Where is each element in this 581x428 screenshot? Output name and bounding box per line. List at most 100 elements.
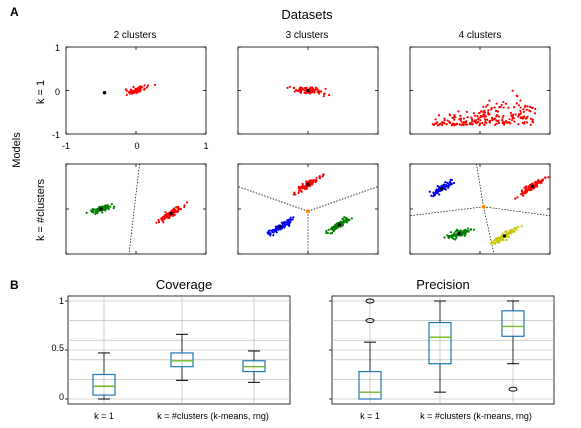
data-point bbox=[322, 173, 325, 176]
data-point bbox=[146, 86, 149, 89]
data-point bbox=[350, 217, 353, 220]
data-point bbox=[434, 192, 437, 195]
data-point bbox=[497, 121, 501, 125]
data-point bbox=[448, 180, 451, 183]
centroid bbox=[481, 204, 486, 209]
data-point bbox=[534, 180, 538, 183]
data-point bbox=[325, 229, 328, 233]
data-point bbox=[309, 182, 312, 185]
data-point bbox=[331, 227, 334, 231]
data-point bbox=[509, 229, 512, 232]
data-point bbox=[303, 187, 307, 191]
data-point bbox=[469, 228, 473, 231]
cluster-center bbox=[278, 225, 282, 229]
data-point bbox=[173, 213, 176, 216]
data-point bbox=[519, 106, 522, 109]
data-point bbox=[498, 239, 501, 242]
data-point bbox=[499, 238, 503, 241]
data-point bbox=[171, 208, 174, 212]
data-point bbox=[455, 228, 459, 231]
cluster-center bbox=[457, 232, 461, 236]
data-point bbox=[517, 104, 520, 107]
data-point bbox=[477, 120, 480, 124]
box-plots bbox=[65, 295, 555, 405]
data-point bbox=[508, 121, 511, 124]
data-point bbox=[293, 90, 296, 93]
data-point bbox=[163, 217, 166, 220]
data-point bbox=[516, 95, 519, 98]
data-point bbox=[95, 210, 98, 213]
data-point bbox=[272, 234, 275, 237]
data-point bbox=[443, 122, 446, 125]
data-point bbox=[462, 123, 465, 127]
data-point bbox=[528, 105, 532, 108]
data-point bbox=[519, 116, 522, 119]
data-point bbox=[312, 90, 315, 93]
data-point bbox=[288, 224, 291, 228]
data-point bbox=[430, 194, 433, 197]
x-tick-label: 0 bbox=[134, 141, 139, 151]
data-point bbox=[471, 120, 474, 123]
data-point bbox=[143, 88, 146, 91]
scatter-panel bbox=[409, 163, 551, 255]
data-point bbox=[327, 228, 330, 231]
coverage-title: Coverage bbox=[156, 277, 212, 292]
data-point bbox=[504, 102, 508, 105]
data-point bbox=[501, 238, 504, 241]
decision-boundary bbox=[128, 163, 140, 255]
data-point bbox=[522, 108, 525, 111]
data-point bbox=[124, 88, 128, 91]
data-point bbox=[527, 187, 530, 190]
data-point bbox=[455, 233, 458, 236]
data-point bbox=[515, 102, 518, 105]
data-point bbox=[141, 86, 144, 89]
data-point bbox=[315, 176, 318, 179]
data-point bbox=[476, 118, 480, 121]
data-point bbox=[132, 85, 135, 88]
data-point bbox=[293, 191, 296, 194]
y-tick-label: 0 bbox=[55, 87, 60, 97]
data-point bbox=[291, 218, 294, 221]
data-point bbox=[161, 219, 164, 222]
data-point bbox=[327, 93, 331, 97]
data-point bbox=[469, 121, 472, 125]
data-point bbox=[295, 88, 298, 92]
data-point bbox=[523, 120, 526, 124]
data-point bbox=[275, 226, 278, 229]
x-tick-label: -1 bbox=[62, 141, 70, 151]
data-point bbox=[479, 122, 482, 125]
scatter-panel bbox=[237, 163, 379, 255]
data-point bbox=[153, 83, 157, 87]
data-point bbox=[525, 186, 528, 189]
data-point bbox=[476, 115, 479, 118]
data-point bbox=[537, 181, 540, 185]
panel-frame bbox=[409, 163, 551, 255]
data-point bbox=[451, 236, 454, 239]
data-point bbox=[525, 190, 528, 194]
data-point bbox=[517, 225, 520, 229]
cluster-center bbox=[169, 211, 173, 216]
data-point bbox=[474, 119, 477, 122]
data-point bbox=[502, 100, 505, 104]
outlier bbox=[365, 298, 375, 304]
data-point bbox=[164, 211, 167, 214]
scatter-panel bbox=[237, 46, 379, 135]
data-point bbox=[448, 113, 451, 116]
precision-x-label-2: k = #clusters (k-means, rng) bbox=[420, 411, 532, 421]
data-point bbox=[292, 216, 295, 219]
row-label-k1: k = 1 bbox=[35, 80, 47, 104]
data-point bbox=[525, 121, 529, 124]
data-point bbox=[489, 242, 492, 245]
data-point bbox=[297, 89, 300, 92]
data-point bbox=[488, 99, 491, 102]
row-label-kclusters: k = #clusters bbox=[35, 178, 47, 241]
data-point bbox=[512, 227, 516, 230]
data-point bbox=[460, 120, 463, 123]
data-point bbox=[334, 223, 337, 227]
data-point bbox=[483, 111, 487, 114]
data-point bbox=[110, 203, 113, 206]
cluster-center bbox=[439, 187, 444, 191]
data-point bbox=[446, 119, 449, 122]
data-point bbox=[91, 210, 94, 214]
data-point bbox=[462, 117, 465, 120]
